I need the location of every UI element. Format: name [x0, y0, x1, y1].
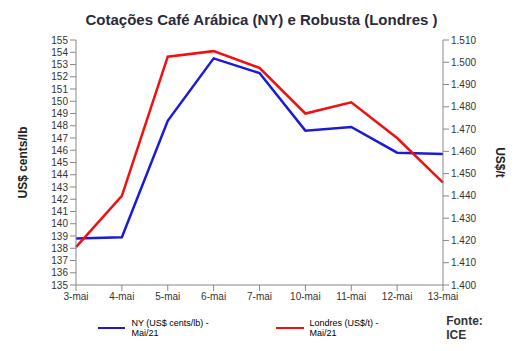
svg-text:144: 144 — [51, 169, 68, 180]
svg-text:140: 140 — [51, 218, 68, 229]
svg-text:141: 141 — [51, 206, 68, 217]
svg-text:4-mai: 4-mai — [109, 291, 134, 302]
svg-text:1.440: 1.440 — [451, 190, 476, 201]
svg-text:152: 152 — [51, 71, 68, 82]
svg-text:138: 138 — [51, 243, 68, 254]
svg-text:1.500: 1.500 — [451, 57, 476, 68]
svg-text:3-mai: 3-mai — [63, 291, 88, 302]
svg-text:155: 155 — [51, 35, 68, 46]
svg-text:146: 146 — [51, 145, 68, 156]
svg-text:149: 149 — [51, 108, 68, 119]
svg-text:12-mai: 12-mai — [382, 291, 413, 302]
svg-text:150: 150 — [51, 96, 68, 107]
svg-text:13-mai: 13-mai — [428, 291, 459, 302]
svg-text:1.420: 1.420 — [451, 235, 476, 246]
svg-text:10-mai: 10-mai — [290, 291, 321, 302]
html-text:Fonte: ICE: Fonte: ICE — [446, 314, 483, 342]
svg-text:5-mai: 5-mai — [155, 291, 180, 302]
svg-text:148: 148 — [51, 120, 68, 131]
svg-text:1.510: 1.510 — [451, 35, 476, 46]
svg-text:US$/t: US$/t — [493, 147, 507, 178]
svg-text:1.480: 1.480 — [451, 101, 476, 112]
svg-text:1.490: 1.490 — [451, 79, 476, 90]
html-text:Londres (US$/t) - Mai/21: Londres (US$/t) - Mai/21 — [309, 318, 379, 338]
svg-text:143: 143 — [51, 182, 68, 193]
html-text:Cotações Café Arábica (NY) e R: Cotações Café Arábica (NY) e Robusta (Lo… — [85, 11, 438, 28]
svg-text:151: 151 — [51, 84, 68, 95]
svg-text:145: 145 — [51, 157, 68, 168]
svg-text:135: 135 — [51, 280, 68, 291]
svg-text:136: 136 — [51, 267, 68, 278]
svg-text:11-mai: 11-mai — [336, 291, 366, 302]
svg-text:6-mai: 6-mai — [201, 291, 226, 302]
html-text:NY (US$ cents/lb) - Mai/21: NY (US$ cents/lb) - Mai/21 — [131, 318, 209, 338]
svg-text:153: 153 — [51, 59, 68, 70]
svg-text:1.410: 1.410 — [451, 257, 476, 268]
svg-text:137: 137 — [51, 255, 68, 266]
svg-text:US$ cents/lb: US$ cents/lb — [16, 126, 30, 198]
svg-text:139: 139 — [51, 231, 68, 242]
svg-text:7-mai: 7-mai — [247, 291, 272, 302]
svg-text:1.430: 1.430 — [451, 213, 476, 224]
svg-text:154: 154 — [51, 47, 68, 58]
svg-text:1.460: 1.460 — [451, 146, 476, 157]
svg-text:147: 147 — [51, 133, 68, 144]
svg-text:1.450: 1.450 — [451, 168, 476, 179]
svg-text:1.400: 1.400 — [451, 280, 476, 291]
svg-text:1.470: 1.470 — [451, 124, 476, 135]
svg-text:142: 142 — [51, 194, 68, 205]
